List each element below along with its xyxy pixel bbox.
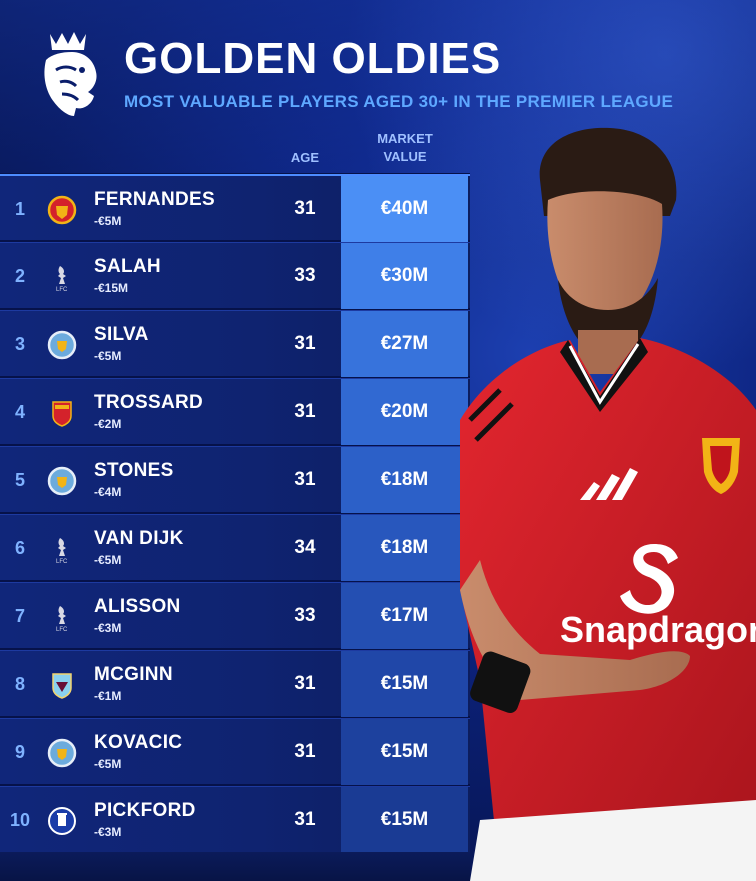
market-value: €15M xyxy=(341,719,468,785)
player-age: 31 xyxy=(294,333,316,354)
player-rank: 9 xyxy=(14,741,25,762)
player-age: 33 xyxy=(294,265,316,286)
market-value: €15M xyxy=(341,787,468,853)
table-row: 4 TROSSARD -€2M 31 €20M xyxy=(0,378,470,445)
column-header-market-value: MARKET VALUE xyxy=(355,130,455,166)
market-value: €27M xyxy=(341,311,468,377)
player-rank: 6 xyxy=(14,537,25,558)
column-header-market-value-line2: VALUE xyxy=(383,149,427,164)
value-change: -€3M xyxy=(94,621,122,635)
table-row: 6 LFC VAN DIJK -€5M 34 €18M xyxy=(0,514,470,581)
table-row: 3 SILVA -€5M 31 €27M xyxy=(0,310,470,377)
premier-league-lion-icon xyxy=(44,32,97,116)
player-age: 31 xyxy=(294,673,316,694)
player-name: STONES xyxy=(94,460,174,481)
player-rank: 10 xyxy=(9,809,31,830)
aston-villa-crest-icon xyxy=(47,670,77,700)
value-change: -€5M xyxy=(94,553,122,567)
player-name: VAN DIJK xyxy=(94,528,184,549)
table-row: 1 FERNANDES -€5M 31 €40M xyxy=(0,174,470,242)
player-name: SALAH xyxy=(94,256,161,277)
market-value: €18M xyxy=(341,515,468,581)
svg-text:LFC: LFC xyxy=(56,287,68,292)
player-age: 31 xyxy=(294,809,316,830)
liverpool-crest-icon: LFC xyxy=(47,602,77,633)
market-value: €20M xyxy=(341,379,468,445)
player-rank: 4 xyxy=(14,401,25,422)
market-value: €17M xyxy=(341,583,468,649)
player-name: SILVA xyxy=(94,324,149,345)
player-name: TROSSARD xyxy=(94,392,204,413)
svg-text:LFC: LFC xyxy=(56,627,68,632)
table-footer-bar xyxy=(0,852,470,881)
page-subtitle: MOST VALUABLE PLAYERS AGED 30+ IN THE PR… xyxy=(124,92,674,111)
everton-crest-icon xyxy=(47,806,77,836)
manchester-city-crest-icon xyxy=(47,466,77,496)
player-age: 31 xyxy=(294,741,316,762)
player-age: 31 xyxy=(294,401,316,422)
player-rank: 1 xyxy=(14,198,25,219)
value-change: -€5M xyxy=(94,757,122,771)
value-change: -€15M xyxy=(94,281,129,295)
manchester-united-crest-icon xyxy=(47,195,77,225)
player-name: KOVACIC xyxy=(94,732,183,753)
player-rank: 7 xyxy=(14,605,25,626)
market-value: €30M xyxy=(341,243,468,309)
svg-text:LFC: LFC xyxy=(56,559,68,564)
player-name: PICKFORD xyxy=(94,800,196,821)
player-rank: 8 xyxy=(14,673,25,694)
column-header-age: AGE xyxy=(290,150,320,165)
player-rank: 2 xyxy=(14,265,25,286)
player-age: 34 xyxy=(294,537,316,558)
player-age: 33 xyxy=(294,605,316,626)
player-name: FERNANDES xyxy=(94,189,215,210)
table-row: 7 LFC ALISSON -€3M 33 €17M xyxy=(0,582,470,649)
player-name: ALISSON xyxy=(94,596,181,617)
value-change: -€5M xyxy=(94,349,122,363)
player-age: 31 xyxy=(294,198,316,219)
player-age: 31 xyxy=(294,469,316,490)
value-change: -€4M xyxy=(94,485,122,499)
page-title: GOLDEN OLDIES xyxy=(124,34,502,83)
market-value: €18M xyxy=(341,447,468,513)
manchester-city-crest-icon xyxy=(47,330,77,360)
player-name: MCGINN xyxy=(94,664,173,685)
table-row: 2 LFC SALAH -€15M 33 €30M xyxy=(0,242,470,309)
value-change: -€2M xyxy=(94,417,122,431)
ranking-table: 1 FERNANDES -€5M 31 €40M 2 LFC SALAH -€15M 33 €30M… xyxy=(0,173,470,853)
value-change: -€5M xyxy=(94,214,122,228)
manchester-city-crest-icon xyxy=(47,738,77,768)
market-value: €40M xyxy=(341,176,468,242)
market-value: €15M xyxy=(341,651,468,717)
player-rank: 3 xyxy=(14,333,25,354)
player-rank: 5 xyxy=(14,469,25,490)
table-row: 9 KOVACIC -€5M 31 €15M xyxy=(0,718,470,785)
table-row: 8 MCGINN -€1M 31 €15M xyxy=(0,650,470,717)
sponsor-text: Snapdragon xyxy=(560,609,756,650)
liverpool-crest-icon: LFC xyxy=(47,534,77,565)
column-header-market-value-line1: MARKET xyxy=(377,131,433,146)
table-row: 5 STONES -€4M 31 €18M xyxy=(0,446,470,513)
table-row: 10 PICKFORD -€3M 31 €15M xyxy=(0,786,470,853)
player-photo-icon: Snapdragon xyxy=(460,127,756,881)
value-change: -€1M xyxy=(94,689,122,703)
arsenal-crest-icon xyxy=(47,398,77,428)
liverpool-crest-icon: LFC xyxy=(47,262,77,293)
value-change: -€3M xyxy=(94,825,122,839)
